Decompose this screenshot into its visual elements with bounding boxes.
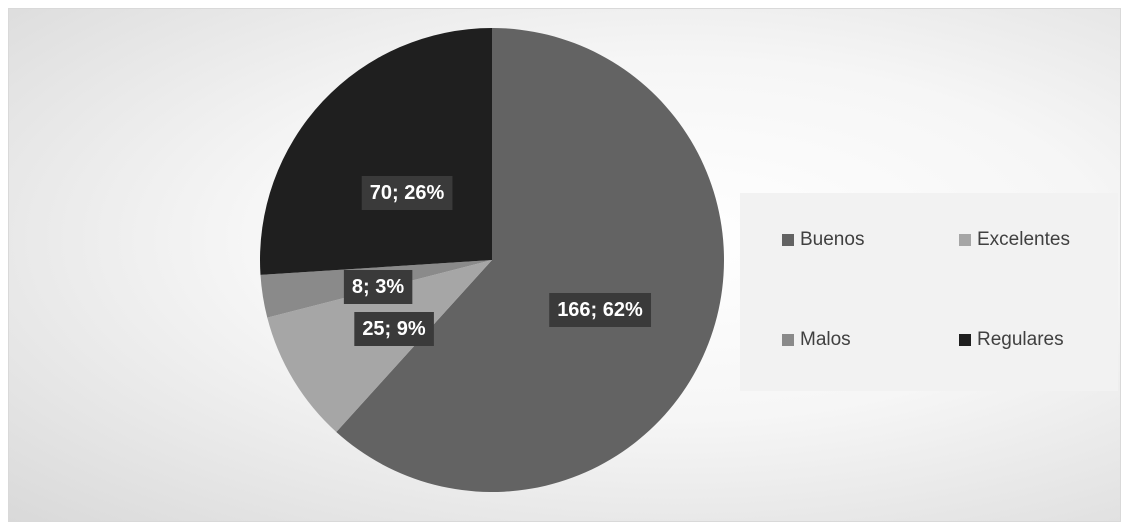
pie-chart: 166; 62% 25; 9% 8; 3% 70; 26% — [260, 28, 725, 492]
data-label-regulares: 70; 26% — [361, 176, 453, 210]
legend: Buenos Excelentes Malos Regulares — [740, 193, 1118, 391]
chart-area: 166; 62% 25; 9% 8; 3% 70; 26% Buenos Excele… — [8, 8, 1121, 522]
legend-label-buenos: Buenos — [800, 229, 865, 250]
data-labels: 166; 62% 25; 9% 8; 3% 70; 26% — [343, 176, 652, 346]
data-label-box-malos — [343, 270, 413, 304]
legend-item-excelentes: Excelentes — [959, 229, 1070, 251]
data-label-buenos: 166; 62% — [549, 293, 652, 327]
legend-item-malos: Malos — [782, 329, 851, 351]
data-label-text-malos: 8; 3% — [352, 276, 404, 298]
legend-label-malos: Malos — [800, 329, 851, 350]
legend-swatch-buenos — [782, 234, 794, 246]
legend-label-regulares: Regulares — [977, 329, 1064, 350]
data-label-text-buenos: 166; 62% — [557, 299, 643, 321]
legend-swatch-excelentes — [959, 234, 971, 246]
legend-item-regulares: Regulares — [959, 329, 1064, 351]
data-label-text-regulares: 70; 26% — [370, 182, 445, 204]
data-label-box-regulares — [361, 176, 453, 210]
pie-slice-regulares — [260, 28, 492, 275]
pie-slice-buenos — [336, 28, 725, 492]
legend-swatch-malos — [782, 334, 794, 346]
legend-swatch-regulares — [959, 334, 971, 346]
legend-label-excelentes: Excelentes — [977, 229, 1070, 250]
data-label-malos: 8; 3% — [343, 270, 413, 304]
data-label-text-excelentes: 25; 9% — [362, 318, 426, 340]
data-label-excelentes: 25; 9% — [354, 312, 434, 346]
pie-slices — [260, 28, 725, 492]
data-label-box-buenos — [549, 293, 652, 327]
legend-item-buenos: Buenos — [782, 229, 864, 251]
data-label-box-excelentes — [354, 312, 434, 346]
